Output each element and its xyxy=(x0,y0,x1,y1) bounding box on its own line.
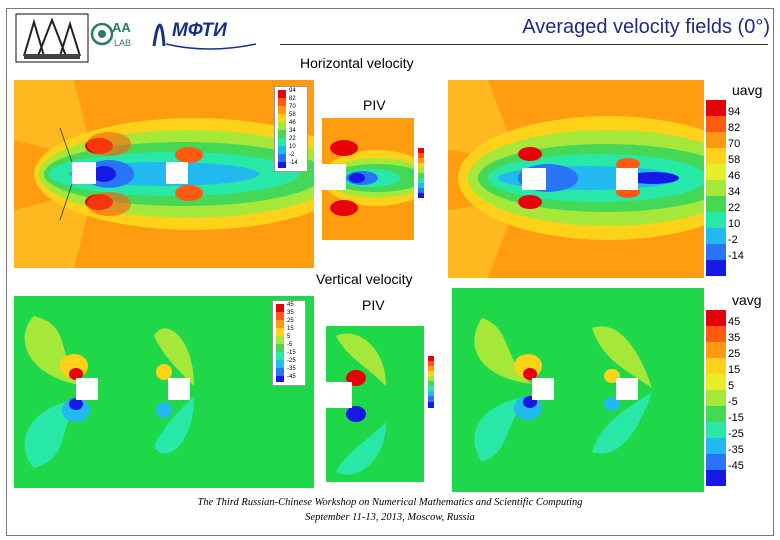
colorbar-swatch xyxy=(706,438,726,455)
vertical-velocity-label: Vertical velocity xyxy=(316,271,413,287)
colorbar-vavg: vavg 45 35 25 15 5 -5 -15 -25 -35 -45 xyxy=(706,292,768,488)
mini-tick: 10 xyxy=(289,144,296,150)
mini-tick: -35 xyxy=(287,366,296,372)
u-field-simulation-right xyxy=(448,80,704,278)
colorbar-vavg-title: vavg xyxy=(732,292,762,308)
mini-tick: 22 xyxy=(289,136,296,142)
colorbar-swatch xyxy=(706,310,726,327)
mini-tick: -2 xyxy=(289,152,295,158)
colorbar-tick: 22 xyxy=(728,202,741,214)
v-mini-colorbar-left: 45 35 25 15 5 -5 -15 -25 -35 -45 xyxy=(272,300,306,386)
colorbar-tick: 25 xyxy=(728,348,741,360)
mini-tick: 34 xyxy=(289,128,296,134)
mini-tick: 35 xyxy=(287,310,294,316)
colorbar-swatch xyxy=(706,454,726,471)
mini-tick: 5 xyxy=(287,334,291,340)
colorbar-swatch xyxy=(706,406,726,423)
horizontal-velocity-label: Horizontal velocity xyxy=(300,55,414,71)
mini-tick: -25 xyxy=(287,358,296,364)
mini-tick: 25 xyxy=(287,318,294,324)
colorbar-swatch xyxy=(706,422,726,439)
mfti-logo-text: МФТИ xyxy=(172,20,227,41)
colorbar-tick: -5 xyxy=(728,396,738,408)
colorbar-swatch xyxy=(706,116,726,133)
colorbar-swatch xyxy=(706,228,726,245)
mfti-logo: МФТИ xyxy=(148,14,260,54)
svg-text:AA: AA xyxy=(112,20,131,35)
colorbar-swatch xyxy=(706,342,726,359)
colorbar-tick: -15 xyxy=(728,412,744,424)
colorbar-uavg-scale xyxy=(706,100,726,276)
colorbar-tick: 46 xyxy=(728,170,741,182)
aa-lab-logo: AA LAB xyxy=(90,16,140,52)
mini-tick: 46 xyxy=(289,120,296,126)
mini-tick: 15 xyxy=(287,326,294,332)
slide-frame xyxy=(6,8,774,536)
colorbar-uavg-title: uavg xyxy=(732,82,763,98)
colorbar-vavg-scale xyxy=(706,310,726,486)
colorbar-tick: -2 xyxy=(728,234,738,246)
u-field-simulation-left xyxy=(14,80,314,268)
mini-tick: -5 xyxy=(287,342,293,348)
colorbar-swatch xyxy=(706,180,726,197)
colorbar-tick: 34 xyxy=(728,186,741,198)
colorbar-swatch xyxy=(706,164,726,181)
footer-line-1: The Third Russian-Chinese Workshop on Nu… xyxy=(197,497,583,508)
colorbar-swatch xyxy=(706,100,726,117)
mini-tick: 70 xyxy=(289,104,296,110)
colorbar-swatch xyxy=(706,326,726,343)
piv-label-top: PIV xyxy=(363,97,386,113)
colorbar-swatch xyxy=(706,260,726,276)
colorbar-tick: 15 xyxy=(728,364,741,376)
colorbar-tick: 10 xyxy=(728,218,741,230)
v-field-simulation-right xyxy=(452,288,704,492)
mini-tick: 94 xyxy=(289,88,296,94)
colorbar-tick: 94 xyxy=(728,106,741,118)
v-field-simulation-left xyxy=(14,296,314,488)
colorbar-tick: -14 xyxy=(728,250,744,262)
u-piv-mini-colorbar xyxy=(418,148,436,200)
colorbar-swatch xyxy=(706,244,726,261)
v-piv-mini-colorbar xyxy=(428,356,446,412)
colorbar-tick: -25 xyxy=(728,428,744,440)
colorbar-tick: 82 xyxy=(728,122,741,134)
colorbar-tick: 5 xyxy=(728,380,735,392)
colorbar-swatch xyxy=(706,196,726,213)
colorbar-swatch xyxy=(706,212,726,229)
slide-title: Averaged velocity fields (0°) xyxy=(522,16,770,38)
mini-tick: -45 xyxy=(287,374,296,380)
mini-tick: 58 xyxy=(289,112,296,118)
svg-text:LAB: LAB xyxy=(114,38,131,48)
colorbar-swatch xyxy=(706,374,726,391)
u-mini-colorbar-left: 94 82 70 58 46 34 22 10 -2 -14 xyxy=(274,86,308,172)
mini-tick: -15 xyxy=(287,350,296,356)
mini-tick: -14 xyxy=(289,160,298,166)
colorbar-swatch xyxy=(706,132,726,149)
v-field-piv xyxy=(326,326,424,482)
colorbar-tick: 70 xyxy=(728,138,741,150)
colorbar-swatch xyxy=(706,358,726,375)
mini-tick: 45 xyxy=(287,302,294,308)
colorbar-tick: -45 xyxy=(728,460,744,472)
colorbar-swatch xyxy=(706,148,726,165)
colorbar-tick: 45 xyxy=(728,316,741,328)
piv-label-bottom: PIV xyxy=(362,297,385,313)
colorbar-tick: -35 xyxy=(728,444,744,456)
colorbar-swatch xyxy=(706,390,726,407)
colorbar-tick: 58 xyxy=(728,154,741,166)
footer-line-2: September 11-13, 2013, Moscow, Russia xyxy=(305,512,475,523)
university-crest-logo xyxy=(14,12,90,64)
colorbar-swatch xyxy=(706,470,726,486)
title-underline xyxy=(280,44,768,45)
colorbar-uavg: uavg 94 82 70 58 46 34 22 10 -2 -14 xyxy=(706,82,768,278)
colorbar-tick: 35 xyxy=(728,332,741,344)
u-field-piv xyxy=(322,118,414,240)
mini-tick: 82 xyxy=(289,96,296,102)
